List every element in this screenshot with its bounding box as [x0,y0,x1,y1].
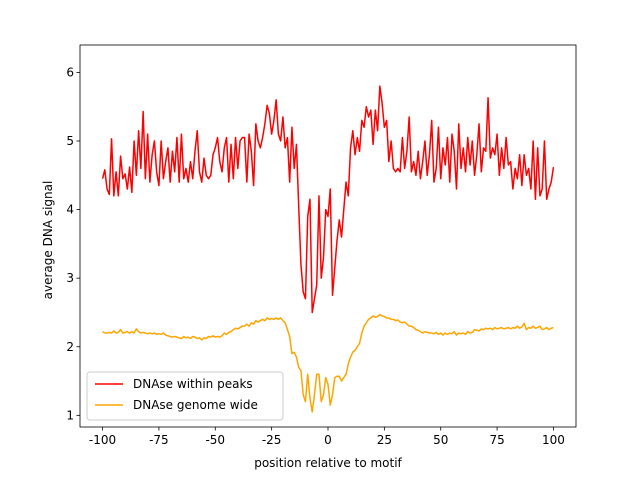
y-tick-label: 4 [66,203,74,217]
line-series [101,85,555,314]
legend-label: DNAse within peaks [133,377,253,391]
axes-frame [79,44,577,428]
x-tick-label: -75 [149,433,169,447]
x-tick-label: 100 [542,433,565,447]
legend-box [86,371,284,421]
x-tick-label: -25 [262,433,282,447]
y-tick-label: 1 [66,408,74,422]
x-axis-label: position relative to motif [254,456,402,470]
y-axis-label: average DNA signal [41,181,55,300]
y-tick-label: 3 [66,271,74,285]
y-tick-label: 6 [66,65,74,79]
x-tick-label: 50 [433,433,448,447]
line-series [102,313,554,413]
legend-label: DNAse genome wide [133,398,258,412]
y-tick-label: 5 [66,134,74,148]
x-tick-label: -50 [205,433,225,447]
x-tick-label: 75 [489,433,504,447]
x-tick-label: -100 [89,433,116,447]
x-tick-label: 0 [324,433,332,447]
x-tick-label: 25 [377,433,392,447]
y-tick-label: 2 [66,340,74,354]
